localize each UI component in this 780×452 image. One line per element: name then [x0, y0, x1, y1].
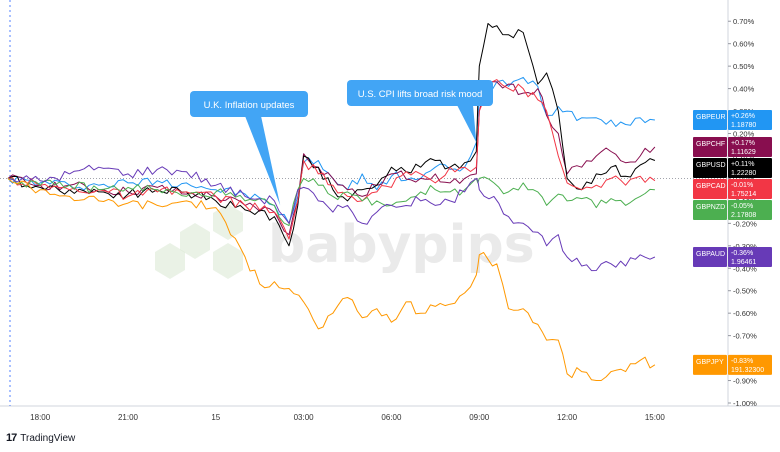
tag-gbpaud[interactable]: GBPAUD -0.36% 1.96461 — [693, 247, 772, 268]
y-tick-label: 0.70% — [733, 17, 755, 26]
y-tick-label: -0.90% — [733, 377, 757, 386]
annotations: U.K. Inflation updates U.S. CPI lifts bro… — [190, 80, 493, 206]
annotation-callout: U.S. CPI lifts broad risk mood — [347, 80, 493, 143]
watermark-text: babypips — [268, 215, 535, 275]
tag-gbpnzd[interactable]: GBPNZD -0.05% 2.17808 — [693, 199, 772, 220]
x-tick-label: 06:00 — [381, 413, 402, 422]
y-tick-label: -0.60% — [733, 309, 757, 318]
tag-change: -0.05% — [731, 203, 753, 210]
y-tick-label: -0.50% — [733, 287, 757, 296]
tag-symbol: GBPNZD — [696, 204, 725, 211]
tag-price: 1.75214 — [731, 191, 756, 198]
babypips-watermark: babypips — [155, 204, 535, 279]
footer: 17 TradingView — [6, 432, 75, 444]
tag-price: 1.11629 — [731, 149, 756, 156]
series-line-gbpchf — [7, 81, 656, 236]
y-tick-label: 0.60% — [733, 40, 755, 49]
y-tick-label: 0.20% — [733, 130, 755, 139]
x-tick-label: 18:00 — [30, 413, 51, 422]
x-tick-label: 15 — [211, 413, 220, 422]
tag-price: 1.22280 — [731, 170, 756, 177]
x-tick-label: 09:00 — [469, 413, 490, 422]
series-line-gbpjpy — [7, 178, 656, 381]
tag-change: -0.36% — [731, 250, 753, 257]
tag-symbol: GBPCHF — [696, 141, 725, 148]
tag-symbol: GBPJPY — [696, 359, 724, 366]
series-line-gbpusd — [7, 23, 656, 247]
tag-gbpcad[interactable]: GBPCAD -0.01% 1.75214 — [693, 178, 772, 199]
tag-gbpjpy[interactable]: GBPJPY -0.83% 191.32300 — [693, 354, 772, 375]
annotation-text: U.S. CPI lifts broad risk mood — [358, 89, 483, 100]
series-line-gbpcad — [7, 79, 656, 240]
tag-change: -0.01% — [731, 182, 753, 189]
y-tick-label: -0.30% — [733, 242, 757, 251]
tag-symbol: GBPEUR — [696, 114, 726, 121]
x-tick-label: 12:00 — [557, 413, 578, 422]
tag-price: 2.17808 — [731, 212, 756, 219]
y-tick-label: 0.00% — [733, 174, 755, 183]
y-tick-label: -1.00% — [733, 399, 757, 408]
y-tick-label: 0.40% — [733, 85, 755, 94]
series-layer — [7, 23, 656, 381]
series-line-gbpaud — [7, 164, 656, 272]
y-tick-label: -0.40% — [733, 264, 757, 273]
tag-gbpchf[interactable]: GBPCHF +0.17% 1.11629 — [693, 136, 772, 157]
x-tick-label: 03:00 — [294, 413, 315, 422]
tag-price: 1.18780 — [731, 122, 756, 129]
y-tick-label: -0.70% — [733, 332, 757, 341]
tag-change: +0.11% — [731, 161, 754, 168]
annotation-callout: U.K. Inflation updates — [190, 91, 308, 206]
footer-brand[interactable]: TradingView — [20, 432, 76, 444]
tag-gbpusd[interactable]: GBPUSD +0.11% 1.22280 — [693, 157, 772, 178]
series-line-gbpnzd — [7, 176, 655, 227]
annotation-text: U.K. Inflation updates — [204, 100, 295, 111]
x-tick-label: 21:00 — [118, 413, 139, 422]
x-axis: 18:00 21:00 15 03:00 06:00 09:00 12:00 15:00 — [30, 413, 665, 422]
tag-price: 1.96461 — [731, 259, 756, 266]
tradingview-logo-icon[interactable]: 17 — [6, 432, 17, 444]
x-tick-label: 15:00 — [645, 413, 666, 422]
grid — [0, 0, 780, 407]
tag-change: +0.17% — [731, 140, 755, 147]
tag-price: 191.32300 — [731, 367, 764, 374]
tag-symbol: GBPUSD — [696, 162, 726, 169]
tag-symbol: GBPCAD — [696, 183, 726, 190]
tag-symbol: GBPAUD — [696, 251, 725, 258]
y-tick-label: 0.50% — [733, 62, 755, 71]
tag-change: -0.83% — [731, 358, 753, 365]
tag-gbpeur[interactable]: GBPEUR +0.26% 1.18780 — [693, 110, 772, 131]
y-tick-label: -0.20% — [733, 219, 757, 228]
tag-change: +0.26% — [731, 113, 755, 120]
